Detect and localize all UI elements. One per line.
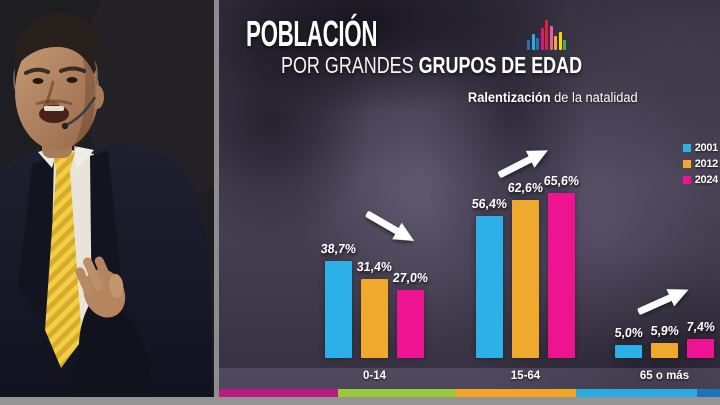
legend-swatch-2012	[682, 160, 691, 168]
bar-column: 38,7%	[320, 241, 357, 358]
stripe-segment	[338, 389, 456, 397]
chart-caption: Ralentización de la natalidad	[468, 90, 638, 106]
bar-2001	[615, 345, 642, 358]
legend-item-2012: 2012	[682, 158, 719, 170]
bar-2012	[651, 343, 678, 358]
category-label: 15-64	[510, 370, 541, 382]
bar-column: 5,0%	[613, 325, 644, 358]
bar-2001	[476, 215, 503, 358]
stripe-segment	[576, 389, 697, 397]
title-emphasis: GRUPOS DE EDAD	[418, 52, 583, 78]
value-label: 5,9%	[649, 323, 680, 339]
category-label-band	[219, 368, 720, 389]
bar-2012	[361, 278, 388, 358]
value-label: 38,7%	[320, 240, 357, 256]
legend-label: 2024	[694, 174, 719, 186]
bar-column: 56,4%	[471, 196, 508, 358]
speaker-illustration	[0, 0, 215, 405]
bar-group-15-64: 56,4% 62,6% 65,6% 15-64	[471, 173, 580, 382]
bar-group-0-14: 38,7% 31,4% 27,0% 0-14	[320, 241, 429, 383]
panel-divider	[214, 0, 219, 397]
speaker-video-panel	[0, 0, 215, 405]
value-label: 31,4%	[356, 258, 393, 274]
value-label: 7,4%	[685, 319, 716, 335]
stripe-segment	[456, 389, 576, 397]
value-label: 56,4%	[471, 195, 508, 211]
value-label: 65,6%	[543, 172, 580, 188]
slide-title: POBLACIÓN	[246, 13, 378, 54]
slide-subtitle-line: POR GRANDES GRUPOS DE EDAD	[281, 54, 582, 77]
stripe-segment	[697, 389, 720, 397]
legend-label: 2001	[694, 142, 719, 154]
legend-swatch-2001	[682, 144, 691, 152]
equalizer-bars-icon	[527, 18, 566, 50]
trend-up-arrow-icon	[498, 150, 548, 178]
value-label: 62,6%	[507, 180, 544, 196]
stripe-segment	[219, 389, 338, 397]
bar-group-65-plus: 5,0% 5,9% 7,4% 65 o más	[613, 319, 716, 382]
bar-2024	[397, 290, 424, 358]
trend-up-arrow-icon	[637, 289, 689, 315]
bar-column: 5,9%	[649, 323, 680, 358]
bar-2012	[512, 200, 539, 358]
bottom-frame-bar	[0, 397, 720, 405]
bar-2001	[325, 260, 352, 358]
value-label: 5,0%	[613, 325, 644, 341]
legend-swatch-2024	[682, 176, 691, 184]
caption-rest: de la natalidad	[551, 90, 638, 105]
footer-color-stripe	[219, 389, 720, 397]
bar-column: 65,6%	[543, 173, 580, 358]
chart-legend: 2001 2012 2024	[682, 142, 719, 186]
trend-down-arrow-icon	[365, 211, 415, 241]
bar-2024	[548, 192, 575, 358]
bar-column: 27,0%	[392, 270, 429, 358]
bar-column: 62,6%	[507, 180, 544, 358]
bar-2024	[687, 339, 714, 358]
title-prefix: POR GRANDES	[281, 52, 419, 78]
legend-item-2001: 2001	[682, 142, 719, 154]
legend-label: 2012	[694, 158, 719, 170]
caption-emphasis: Ralentización	[468, 90, 552, 105]
slide-panel: POBLACIÓN POR GRANDES GRUPOS DE EDAD Ral…	[219, 0, 720, 405]
category-label: 0-14	[362, 370, 387, 382]
legend-item-2024: 2024	[682, 174, 719, 186]
value-label: 27,0%	[392, 270, 429, 285]
bar-column: 7,4%	[685, 319, 716, 358]
category-label: 65 o más	[639, 370, 690, 382]
bar-column: 31,4%	[356, 259, 393, 358]
